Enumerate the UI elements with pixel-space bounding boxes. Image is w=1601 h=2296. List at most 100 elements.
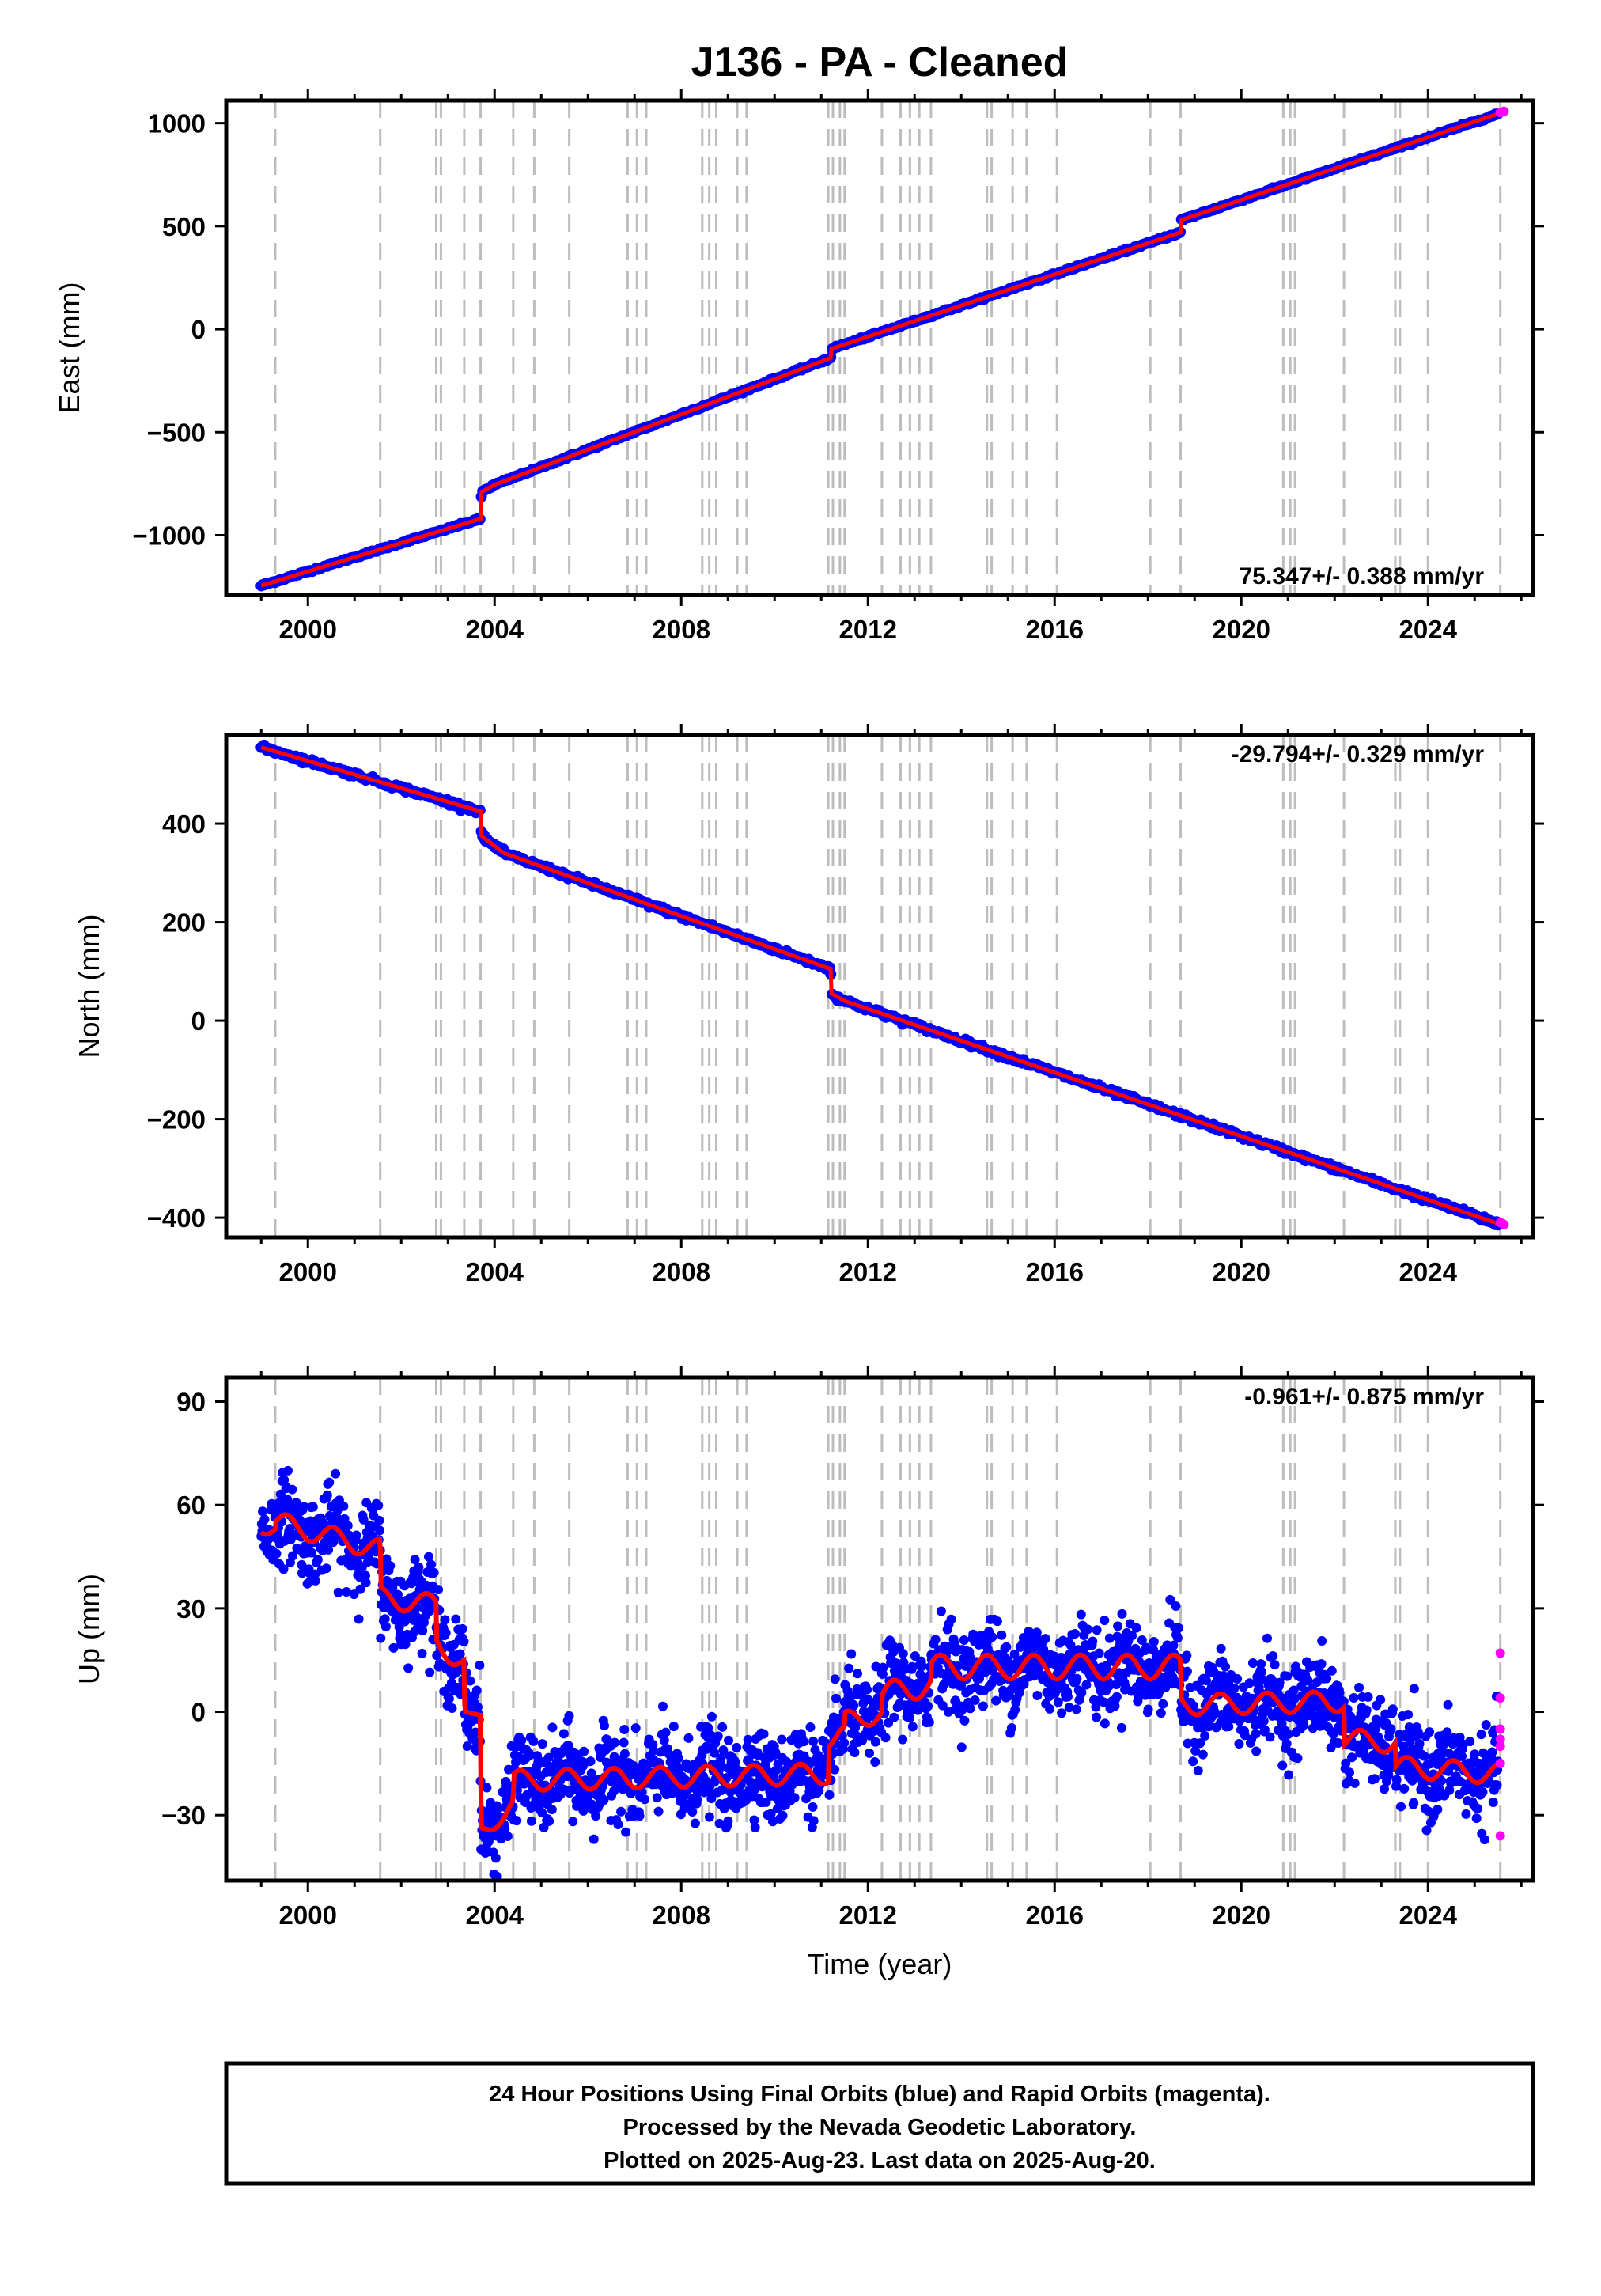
plot-frame [224, 733, 1535, 1240]
final-point [502, 1832, 513, 1842]
x-tick-label: 2008 [653, 1257, 710, 1286]
final-point [1461, 1809, 1471, 1819]
final-point [1045, 1703, 1055, 1714]
final-point [970, 1695, 980, 1705]
final-point [959, 1715, 970, 1726]
footer-line-2: Processed by the Nevada Geodetic Laborat… [623, 2115, 1137, 2140]
x-tick-label: 2016 [1026, 1900, 1084, 1930]
final-point [544, 1816, 554, 1826]
final-point [537, 1739, 547, 1749]
final-point [1270, 1660, 1280, 1670]
x-tick-label: 2012 [839, 615, 897, 644]
final-point [1092, 1625, 1102, 1635]
final-point [1481, 1720, 1491, 1730]
y-tick-label: 30 [176, 1594, 206, 1623]
final-point [547, 1722, 558, 1733]
final-point [558, 1729, 569, 1739]
final-point [1488, 1797, 1498, 1807]
event-lines [274, 100, 1502, 595]
final-point [889, 1712, 899, 1722]
x-tick-label: 2000 [279, 1257, 337, 1286]
final-point [865, 1748, 875, 1758]
final-point [898, 1649, 908, 1659]
final-point [385, 1560, 396, 1570]
final-point [1251, 1729, 1261, 1739]
final-point [471, 1685, 482, 1695]
final-point [1396, 1802, 1406, 1812]
final-point [683, 1733, 694, 1743]
final-point [1349, 1693, 1359, 1703]
final-point [659, 1735, 669, 1745]
y-tick-label: −500 [147, 418, 206, 447]
final-point [777, 1734, 787, 1745]
final-point [287, 1484, 297, 1495]
final-point [1281, 1738, 1292, 1749]
x-tick-label: 2024 [1399, 1900, 1458, 1930]
final-point [1443, 1699, 1453, 1710]
final-point [959, 1635, 969, 1645]
final-point [1193, 1765, 1203, 1775]
final-point [930, 1635, 941, 1645]
final-point [1349, 1778, 1360, 1788]
final-point [1478, 1787, 1488, 1798]
x-tick-label: 2008 [653, 1900, 710, 1930]
final-point [417, 1648, 427, 1658]
final-point [1487, 1747, 1497, 1757]
final-point [282, 1465, 293, 1476]
final-point [717, 1722, 728, 1732]
x-tick-label: 2012 [839, 1900, 897, 1930]
final-point [1247, 1658, 1258, 1669]
final-point [1387, 1704, 1398, 1714]
final-point [1479, 1835, 1489, 1845]
final-point [805, 1722, 816, 1733]
final-point [374, 1515, 384, 1525]
final-point [1171, 1601, 1181, 1612]
final-point [1094, 1648, 1104, 1658]
rapid-point [1495, 1741, 1505, 1752]
y-tick-label: 500 [162, 212, 206, 241]
final-point [846, 1649, 857, 1659]
final-point [808, 1737, 819, 1747]
final-point [380, 1622, 391, 1632]
y-tick-label: −30 [161, 1801, 206, 1830]
rapid-point [1495, 1831, 1505, 1841]
final-point [997, 1630, 1007, 1640]
final-point [1182, 1666, 1192, 1677]
final-point [673, 1753, 683, 1764]
final-point [475, 1660, 485, 1670]
footer-line-1: 24 Hour Positions Using Final Orbits (bl… [489, 2082, 1270, 2107]
final-point [599, 1721, 609, 1731]
final-point [1347, 1752, 1357, 1763]
y-tick-label: 0 [191, 1006, 206, 1036]
rapid-point [1499, 106, 1509, 116]
final-point [1262, 1633, 1272, 1643]
final-point [1409, 1798, 1419, 1808]
final-point [1117, 1608, 1127, 1619]
final-point [853, 1669, 863, 1679]
final-point [333, 1587, 343, 1597]
y-tick-label: 60 [176, 1491, 206, 1520]
final-point [1229, 1683, 1240, 1693]
final-point [591, 1811, 601, 1821]
final-point [585, 1756, 596, 1767]
final-point [1345, 1767, 1355, 1778]
final-point [978, 1701, 988, 1711]
rapid-point [1495, 1648, 1505, 1658]
final-orbit-points [256, 1465, 1503, 1881]
final-orbit-points [255, 108, 1504, 592]
final-point [1354, 1683, 1364, 1693]
y-axis: −30 0 30 60 90 [161, 1387, 1544, 1830]
final-point [447, 1703, 457, 1714]
final-point [660, 1727, 671, 1737]
final-point [444, 1694, 454, 1704]
final-point [1251, 1746, 1262, 1756]
x-tick-label: 2004 [466, 1257, 524, 1286]
final-point [403, 1663, 414, 1673]
final-point [634, 1811, 645, 1821]
final-point [1116, 1722, 1126, 1733]
final-point [759, 1729, 769, 1739]
final-point [1476, 1730, 1486, 1740]
final-point [657, 1701, 668, 1711]
final-point [271, 1548, 282, 1559]
y-axis: −1000 −500 0 500 1000 [132, 109, 1544, 550]
